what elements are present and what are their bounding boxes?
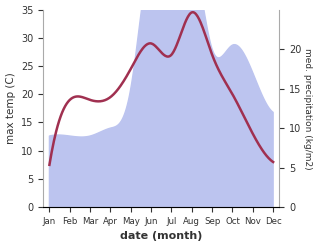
Y-axis label: max temp (C): max temp (C) (5, 72, 16, 144)
Y-axis label: med. precipitation (kg/m2): med. precipitation (kg/m2) (303, 48, 313, 169)
X-axis label: date (month): date (month) (120, 231, 203, 242)
